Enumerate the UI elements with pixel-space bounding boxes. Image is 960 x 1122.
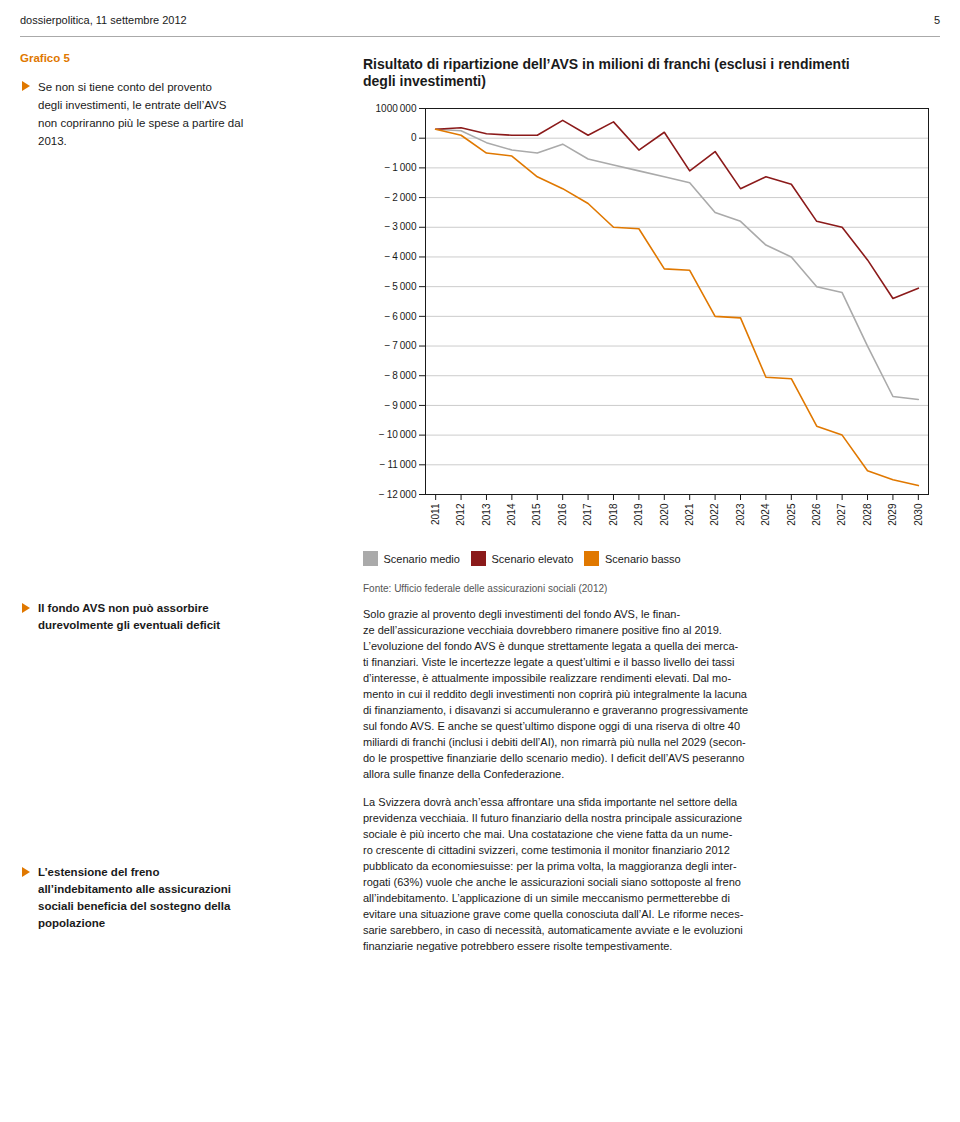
svg-text:2014: 2014 <box>506 503 517 526</box>
svg-text:− 4 000: − 4 000 <box>384 251 417 262</box>
svg-text:2030: 2030 <box>913 503 924 526</box>
html-text:degli investimenti): degli investimenti) <box>363 73 486 89</box>
svg-text:− 7 000: − 7 000 <box>384 340 417 351</box>
html-text:L’estensione del freno all’ind: L’estensione del freno all’indebitamento… <box>38 866 231 929</box>
svg-text:2024: 2024 <box>760 503 771 526</box>
svg-text:2021: 2021 <box>684 503 695 526</box>
svg-text:2020: 2020 <box>658 503 669 526</box>
svg-text:− 6 000: − 6 000 <box>384 311 417 322</box>
html-text:Fonte: Ufficio federale delle: Fonte: Ufficio federale delle assicurazi… <box>363 583 608 594</box>
svg-text:2029: 2029 <box>887 503 898 526</box>
svg-text:2025: 2025 <box>786 503 797 526</box>
svg-text:− 2 000: − 2 000 <box>384 192 417 203</box>
html-text:Scenario basso: Scenario basso <box>604 552 681 565</box>
svg-text:− 11 000: − 11 000 <box>380 459 417 470</box>
svg-text:2028: 2028 <box>862 503 873 526</box>
html-text:Risultato di ripartizione dell: Risultato di ripartizione dell’AVS in mi… <box>363 56 850 72</box>
html-text:Il fondo AVS non può assorbire: Il fondo AVS non può assorbire durevolme… <box>38 602 221 631</box>
svg-text:− 8 000: − 8 000 <box>384 370 417 381</box>
html-text:Grafico 5: Grafico 5 <box>20 52 70 64</box>
html-text:dossierpolitica, 11 settembre: dossierpolitica, 11 settembre 2012 <box>20 14 187 26</box>
svg-text:2016: 2016 <box>557 503 568 526</box>
svg-text:− 9 000: − 9 000 <box>384 400 417 411</box>
html-text:Solo grazie al provento degli: Solo grazie al provento degli investimen… <box>363 608 749 780</box>
html-text:Scenario medio: Scenario medio <box>383 552 460 565</box>
svg-text:2015: 2015 <box>531 503 542 526</box>
svg-text:2011: 2011 <box>430 503 441 525</box>
svg-text:− 12 000: − 12 000 <box>379 489 417 500</box>
svg-text:2013: 2013 <box>481 503 492 526</box>
html-text:Scenario elevato: Scenario elevato <box>491 552 574 565</box>
svg-text:2017: 2017 <box>582 503 593 526</box>
html-text:La Svizzera dovrà anch’essa af: La Svizzera dovrà anch’essa affrontare u… <box>363 796 744 952</box>
svg-text:2023: 2023 <box>735 503 746 526</box>
svg-text:− 1 000: − 1 000 <box>384 162 417 173</box>
svg-text:2022: 2022 <box>709 503 720 526</box>
svg-text:2026: 2026 <box>811 503 822 526</box>
svg-text:− 5 000: − 5 000 <box>384 281 417 292</box>
svg-text:1000 000: 1000 000 <box>376 103 417 114</box>
html-text:5: 5 <box>933 14 940 26</box>
svg-text:− 10 000: − 10 000 <box>379 429 417 440</box>
svg-text:2018: 2018 <box>608 503 619 526</box>
svg-text:2027: 2027 <box>836 503 847 526</box>
html-text:Se non si tiene conto del prov: Se non si tiene conto del provento degli… <box>38 81 244 147</box>
svg-text:0: 0 <box>411 132 417 143</box>
svg-text:− 3 000: − 3 000 <box>384 221 417 232</box>
svg-text:2019: 2019 <box>633 503 644 526</box>
svg-text:2012: 2012 <box>455 503 466 526</box>
